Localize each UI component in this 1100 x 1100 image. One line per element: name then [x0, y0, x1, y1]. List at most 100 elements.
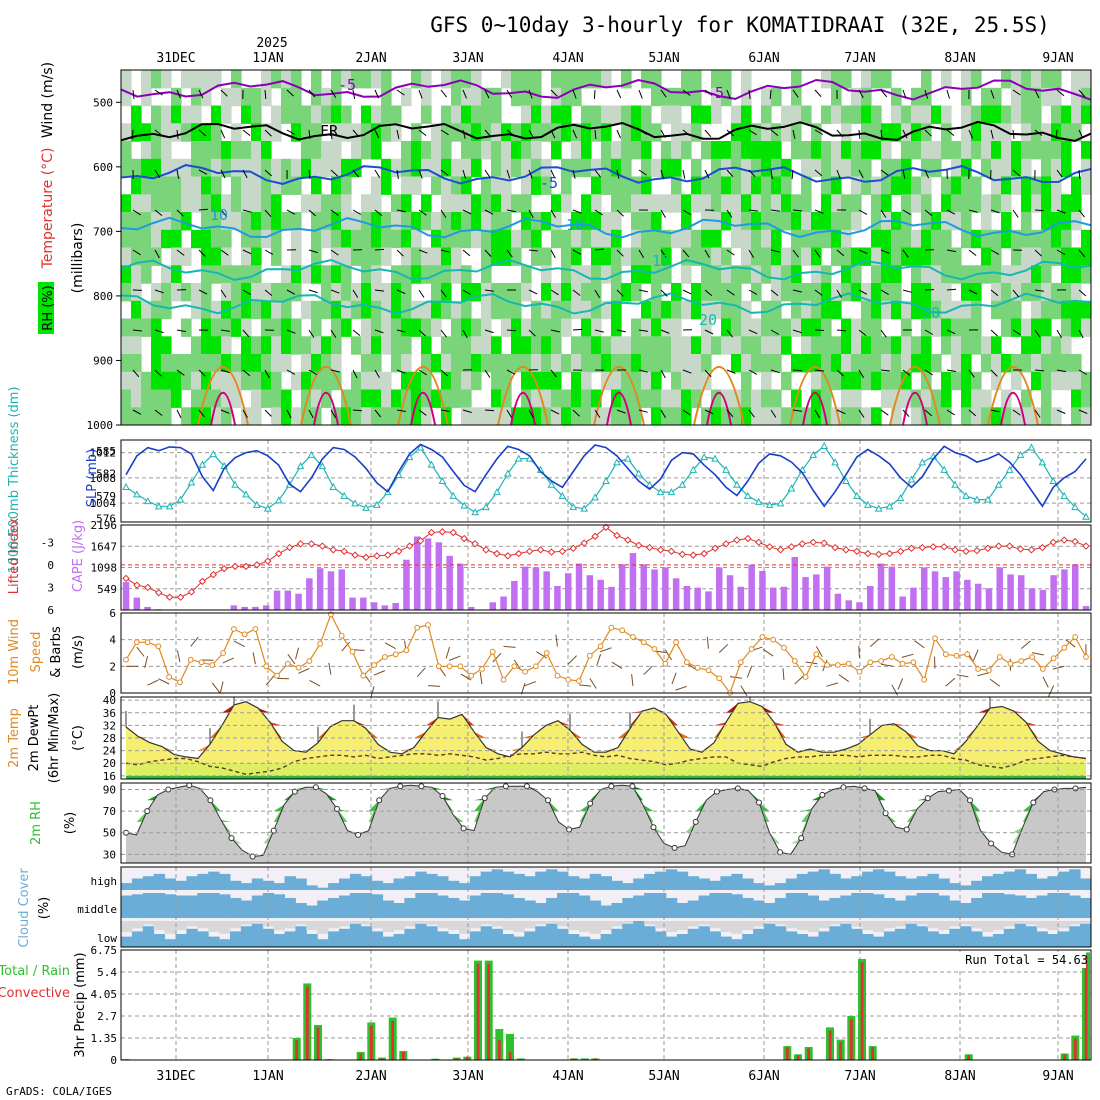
- rh-cell: [381, 158, 392, 178]
- rh-cell: [291, 123, 302, 142]
- precip-total-bar: [506, 1033, 514, 1060]
- cloud-cell-middle: [142, 893, 155, 918]
- rh-cell: [151, 123, 162, 142]
- rh-point: [756, 799, 762, 806]
- rh-cell: [701, 176, 712, 195]
- rh-cell: [841, 318, 852, 337]
- rh-cell: [421, 265, 432, 284]
- wind-speed-point: [241, 631, 248, 638]
- rh-cell: [1081, 389, 1091, 408]
- rh-cell: [561, 247, 572, 266]
- cloud-cell-middle: [524, 900, 536, 918]
- thickness-point: [831, 458, 839, 466]
- cloud-cell-middle: [382, 900, 394, 918]
- rh-cell: [821, 141, 832, 160]
- cloud-low-gap: [393, 921, 405, 931]
- wind-barb: [330, 249, 339, 256]
- wind-barb: [462, 89, 467, 99]
- wind-barb: [902, 369, 911, 376]
- rh-cell: [171, 389, 182, 408]
- wind-speed-point: [252, 626, 259, 632]
- cloud-cell-middle: [633, 895, 645, 918]
- cloud-cell-middle: [306, 905, 318, 918]
- rh-cell: [391, 389, 402, 408]
- rh-cell: [411, 70, 422, 89]
- rh-cell: [721, 318, 732, 337]
- cloud-cell-low: [862, 934, 874, 947]
- rh-cell: [441, 371, 452, 391]
- rh-cell: [231, 158, 242, 178]
- rh-cell: [711, 283, 722, 302]
- rh-cell: [211, 300, 222, 320]
- wind-barb: [484, 249, 492, 257]
- cloud-cell-high: [731, 873, 743, 890]
- rh-cell: [331, 158, 342, 178]
- rh-cell: [541, 105, 552, 124]
- rh-cell: [481, 123, 492, 142]
- rh-cell: [901, 176, 912, 195]
- rh-cell: [481, 318, 492, 337]
- rh-cell: [1051, 70, 1062, 89]
- rh-cell: [571, 87, 582, 107]
- rh-cell: [301, 265, 312, 284]
- rh-cell: [201, 141, 212, 160]
- rh-cell: [1011, 141, 1022, 160]
- rh-cell: [701, 141, 712, 160]
- wind-barb: [220, 369, 230, 374]
- isotherm-30-lobe: [1000, 391, 1026, 425]
- rh-cell: [751, 389, 762, 408]
- rh-cell: [471, 283, 482, 302]
- rh-cell: [131, 318, 142, 337]
- isotherm-25-lobe: [197, 365, 249, 425]
- rh-cell: [761, 265, 772, 284]
- wind-speed-point: [619, 627, 626, 634]
- rh-cell: [661, 300, 672, 320]
- rh-cell: [211, 212, 222, 231]
- temp-frame: [120, 696, 1092, 780]
- rh-cell: [971, 336, 982, 355]
- precip-convective-bar: [860, 962, 864, 1060]
- wind-barb-10m: [671, 672, 677, 685]
- wind-barb-10m: [891, 684, 899, 696]
- rh-cell: [631, 105, 642, 124]
- rh-cell: [901, 123, 912, 142]
- rh-cell: [771, 87, 782, 107]
- cloud-low-gap: [273, 921, 285, 931]
- rh-cell: [1071, 194, 1082, 213]
- rh-cell: [561, 229, 572, 249]
- rh-cell: [1071, 87, 1082, 107]
- lifted-index-point: [405, 542, 414, 550]
- rh-cell: [251, 87, 262, 107]
- cloud-cell-low: [251, 923, 264, 947]
- rh-cell: [281, 389, 292, 408]
- rh-cell: [241, 87, 252, 107]
- wind-speed-point: [1018, 658, 1025, 664]
- cloud-cell-high: [796, 873, 809, 890]
- rh-cell: [381, 87, 392, 107]
- rh-cell: [331, 141, 342, 160]
- isotherm-25-lobe: [300, 365, 352, 425]
- wind-speed-point: [220, 650, 227, 656]
- cloud-cell-high: [404, 876, 416, 890]
- wind-speed-point: [435, 663, 442, 670]
- rh-cell: [341, 212, 352, 231]
- wind-speed-point: [155, 643, 162, 650]
- cloud-cell-middle: [175, 895, 187, 918]
- wind-barb: [418, 89, 423, 99]
- rh-cell: [161, 336, 172, 355]
- thickness-point: [863, 500, 872, 508]
- rh-cell: [631, 389, 642, 408]
- rh-cell: [881, 70, 892, 89]
- rh-cell: [201, 389, 212, 408]
- rh-cell: [561, 87, 572, 107]
- wind-barb-10m: [176, 650, 181, 663]
- rh-cell: [401, 389, 412, 408]
- rh-cell: [421, 371, 432, 391]
- wind-barb: [550, 409, 560, 415]
- cloud-cell-middle: [894, 900, 907, 918]
- y-tick-label-precip: 2.7: [97, 1010, 117, 1023]
- rh-cell: [1081, 70, 1091, 89]
- cloud-low-gap: [644, 921, 656, 925]
- rh-point: [692, 818, 699, 825]
- rh-cell: [361, 371, 372, 391]
